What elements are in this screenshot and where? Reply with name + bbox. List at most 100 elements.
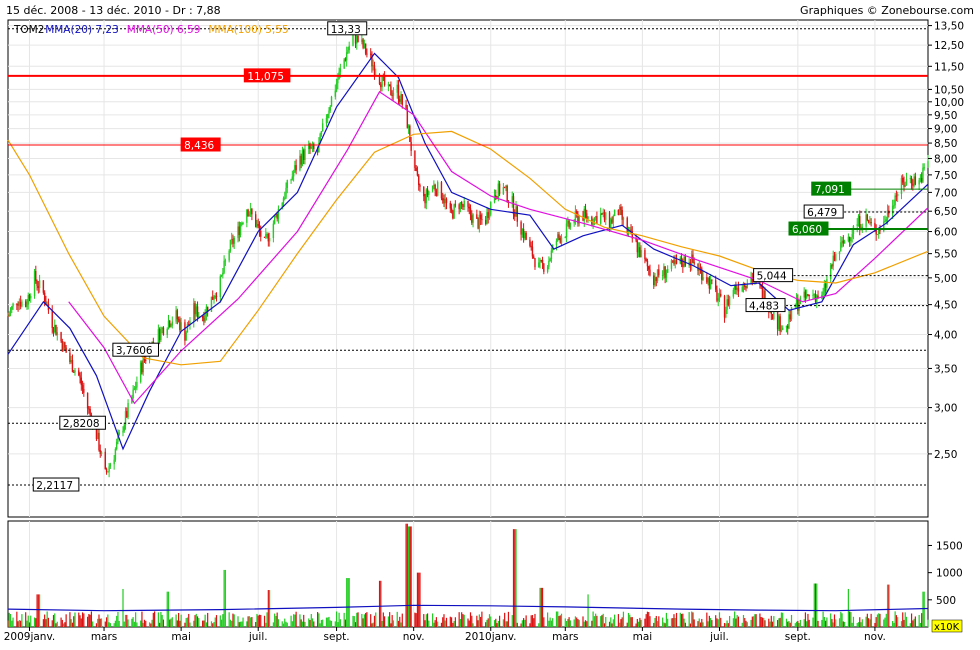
volume-bar — [658, 616, 660, 627]
volume-bar — [378, 580, 381, 627]
candle-body — [239, 224, 242, 235]
candle-body — [541, 259, 544, 264]
volume-bar — [189, 622, 191, 627]
candle-body — [618, 206, 621, 215]
volume-bar — [622, 611, 625, 627]
candle-body — [711, 279, 713, 281]
volume-bar — [778, 618, 780, 627]
volume-bar — [850, 612, 852, 627]
candle-body — [414, 150, 416, 168]
candle-body — [487, 212, 489, 218]
time-tick-label: mars — [91, 631, 117, 643]
volume-bar — [266, 612, 268, 627]
volume-bar — [573, 619, 575, 627]
candle-body — [529, 239, 531, 246]
candle-body — [325, 118, 328, 124]
candle-body — [847, 236, 850, 242]
volume-bar — [524, 619, 526, 627]
candle-body — [524, 232, 526, 239]
volume-bar — [533, 618, 535, 627]
candle-body — [857, 216, 860, 225]
volume-bar — [64, 622, 66, 627]
candle-body — [613, 209, 616, 216]
candle-body — [299, 155, 301, 171]
candle-body — [778, 316, 780, 330]
volume-bar — [914, 616, 916, 627]
volume-bar — [196, 616, 199, 627]
volume-bar — [179, 620, 181, 627]
volume-bar — [414, 612, 416, 627]
volume-bar — [808, 619, 810, 627]
candle-body — [124, 411, 127, 425]
volume-bar — [443, 614, 445, 627]
volume-bar — [807, 613, 809, 627]
candle-body — [645, 259, 647, 261]
volume-bar — [335, 611, 338, 627]
volume-bar — [232, 613, 234, 627]
volume-bar — [726, 620, 728, 627]
volume-bar — [538, 623, 540, 627]
volume-bar — [627, 612, 630, 627]
candle-body — [876, 234, 879, 236]
candle-body — [276, 213, 278, 219]
candle-body — [557, 234, 559, 241]
candle-body — [797, 298, 799, 311]
volume-bar — [558, 616, 560, 627]
volume-bar — [363, 614, 365, 627]
candle-body — [344, 59, 347, 61]
candle-body — [436, 182, 439, 196]
candle-body — [69, 352, 71, 363]
candle-body — [702, 277, 704, 280]
volume-bar — [673, 614, 675, 627]
volume-bar — [310, 614, 312, 627]
legend-entry: TOM2 — [13, 24, 44, 36]
volume-bar — [152, 612, 154, 627]
candle-body — [308, 143, 310, 149]
volume-bar — [80, 618, 82, 627]
candle-body — [301, 150, 304, 165]
candle-body — [38, 280, 41, 288]
candle-body — [575, 211, 578, 214]
volume-bar — [344, 619, 347, 627]
volume-bar — [577, 618, 579, 627]
candle-body — [593, 217, 596, 225]
candle-body — [169, 320, 171, 327]
volume-bar — [835, 619, 837, 627]
price-tick-label: 6,00 — [934, 227, 957, 239]
volume-bar — [419, 572, 421, 627]
volume-bar — [754, 614, 756, 627]
candle-body — [506, 185, 508, 202]
candle-body — [204, 315, 206, 322]
volume-bar — [442, 617, 444, 627]
volume-bar — [847, 588, 849, 627]
volume-bar — [399, 616, 401, 627]
volume-bar — [514, 529, 516, 627]
volume-bar — [741, 622, 743, 627]
volume-bar — [63, 623, 65, 627]
level-label: 2,8208 — [63, 418, 100, 430]
candle-body — [789, 314, 791, 320]
candle-body — [803, 291, 805, 298]
candle-body — [920, 177, 923, 182]
candle-body — [794, 305, 797, 308]
volume-bar — [104, 621, 106, 627]
volume-bar — [136, 622, 138, 627]
volume-bar — [70, 619, 72, 627]
candle-body — [372, 65, 374, 67]
candle-body — [726, 299, 728, 310]
volume-bar — [885, 613, 887, 627]
volume-bar — [458, 612, 460, 627]
candle-body — [17, 304, 19, 306]
volume-bar — [539, 587, 541, 627]
volume-bar — [126, 614, 128, 627]
volume-bar — [804, 612, 807, 627]
candle-body — [141, 362, 143, 373]
volume-bar — [304, 621, 306, 627]
volume-bar — [387, 616, 389, 627]
volume-bar — [122, 588, 124, 627]
candle-body — [776, 310, 779, 330]
volume-bar — [338, 612, 340, 627]
volume-bar — [272, 622, 274, 627]
volume-bar — [410, 526, 412, 627]
candle-body — [649, 269, 651, 276]
